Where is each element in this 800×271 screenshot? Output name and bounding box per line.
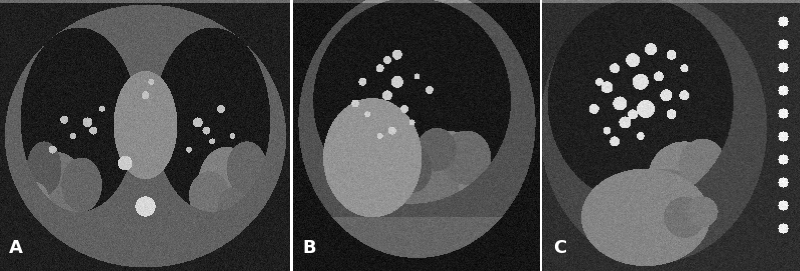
Text: C: C	[553, 240, 566, 257]
Text: A: A	[9, 240, 22, 257]
Text: B: B	[302, 240, 316, 257]
